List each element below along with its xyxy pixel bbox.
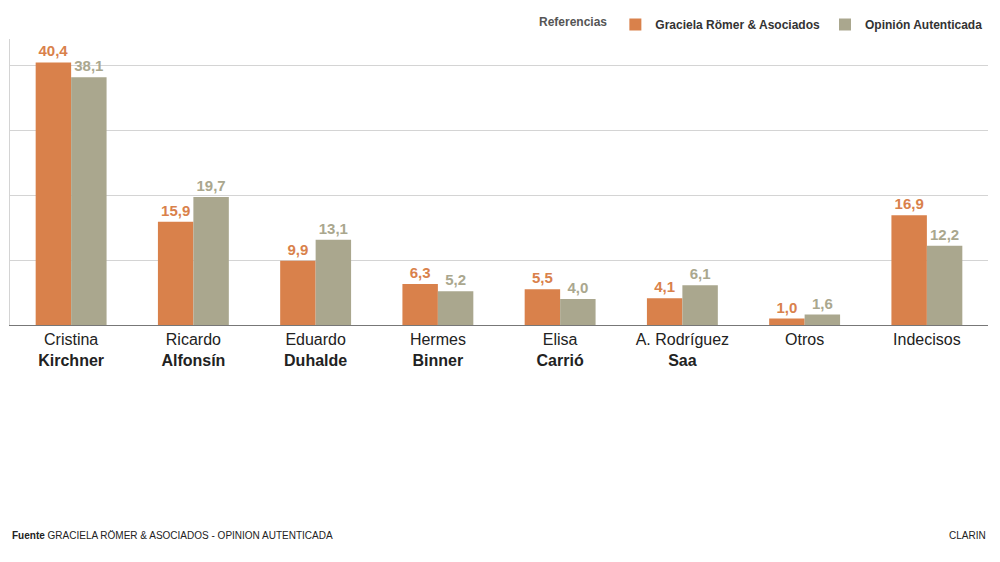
svg-text:5,2: 5,2 bbox=[445, 271, 466, 288]
svg-text:Opinión Autenticada: Opinión Autenticada bbox=[865, 18, 982, 32]
svg-text:6,3: 6,3 bbox=[410, 264, 431, 281]
svg-text:6,1: 6,1 bbox=[690, 265, 711, 282]
svg-text:Referencias: Referencias bbox=[539, 15, 607, 29]
svg-text:15,9: 15,9 bbox=[161, 202, 190, 219]
svg-text:CristinaKirchner: CristinaKirchner bbox=[38, 331, 104, 369]
svg-text:Otros: Otros bbox=[785, 331, 824, 348]
svg-text:ElisaCarrió: ElisaCarrió bbox=[537, 331, 584, 369]
svg-text:9,9: 9,9 bbox=[287, 241, 308, 258]
svg-text:1,0: 1,0 bbox=[776, 299, 797, 316]
svg-text:38,1: 38,1 bbox=[74, 57, 103, 74]
svg-text:40,4: 40,4 bbox=[38, 42, 68, 59]
svg-text:12,2: 12,2 bbox=[930, 226, 959, 243]
svg-text:Indecisos: Indecisos bbox=[893, 331, 961, 348]
svg-text:4,0: 4,0 bbox=[567, 279, 588, 296]
svg-text:EduardoDuhalde: EduardoDuhalde bbox=[284, 331, 347, 369]
svg-text:5,5: 5,5 bbox=[532, 269, 553, 286]
svg-text:HermesBinner: HermesBinner bbox=[410, 331, 466, 369]
svg-text:CLARIN: CLARIN bbox=[949, 530, 986, 541]
svg-text:1,6: 1,6 bbox=[812, 295, 833, 312]
svg-text:Fuente GRACIELA RÖMER & ASOCIA: Fuente GRACIELA RÖMER & ASOCIADOS - OPIN… bbox=[12, 530, 333, 541]
svg-text:A. RodríguezSaa: A. RodríguezSaa bbox=[636, 331, 729, 369]
svg-text:13,1: 13,1 bbox=[319, 220, 348, 237]
svg-text:Graciela Römer & Asociados: Graciela Römer & Asociados bbox=[655, 18, 820, 32]
svg-text:16,9: 16,9 bbox=[895, 195, 924, 212]
svg-text:RicardoAlfonsín: RicardoAlfonsín bbox=[161, 331, 225, 369]
svg-text:4,1: 4,1 bbox=[654, 278, 675, 295]
svg-text:19,7: 19,7 bbox=[197, 177, 226, 194]
